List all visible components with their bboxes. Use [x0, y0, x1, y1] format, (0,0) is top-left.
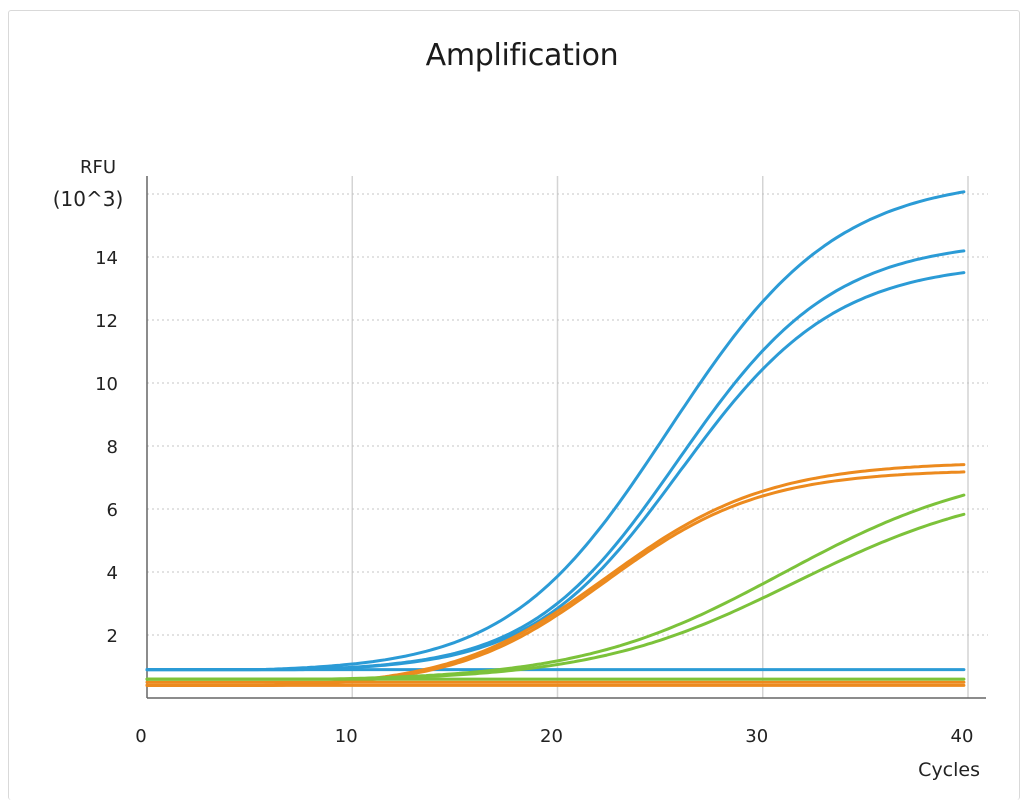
y-tick-label: 6: [107, 500, 118, 521]
x-tick-label: 10: [335, 726, 358, 747]
chart-frame: [8, 10, 1020, 800]
series-line-blue: [145, 249, 966, 672]
x-tick-label: 20: [540, 726, 563, 747]
y-axis-label-units: (10^3): [53, 187, 124, 211]
series-line-blue: [145, 271, 966, 672]
y-tick-labels: 2 4 6 8 10 12 14: [95, 248, 118, 647]
chart-title: Amplification: [425, 38, 619, 73]
y-tick-label: 4: [107, 563, 118, 584]
x-axis-label: Cycles: [918, 759, 980, 781]
x-tick-label: 0: [135, 726, 146, 747]
y-tick-label: 8: [107, 437, 118, 458]
x-tick-label: 40: [951, 726, 974, 747]
series-line-blue: [145, 190, 966, 672]
series-line-green: [145, 493, 966, 681]
y-tick-label: 14: [95, 248, 118, 269]
axes: [146, 176, 986, 699]
grid: [147, 176, 988, 698]
y-tick-label: 10: [95, 374, 118, 395]
series-lines: [145, 190, 966, 687]
series-line-green: [145, 512, 966, 681]
series-line-orange: [145, 463, 966, 687]
x-tick-labels: 0 10 20 30 40: [135, 726, 973, 747]
y-axis-label-rfu: RFU: [80, 157, 116, 178]
y-tick-label: 12: [95, 311, 118, 332]
x-tick-label: 30: [745, 726, 768, 747]
y-tick-label: 2: [107, 626, 118, 647]
